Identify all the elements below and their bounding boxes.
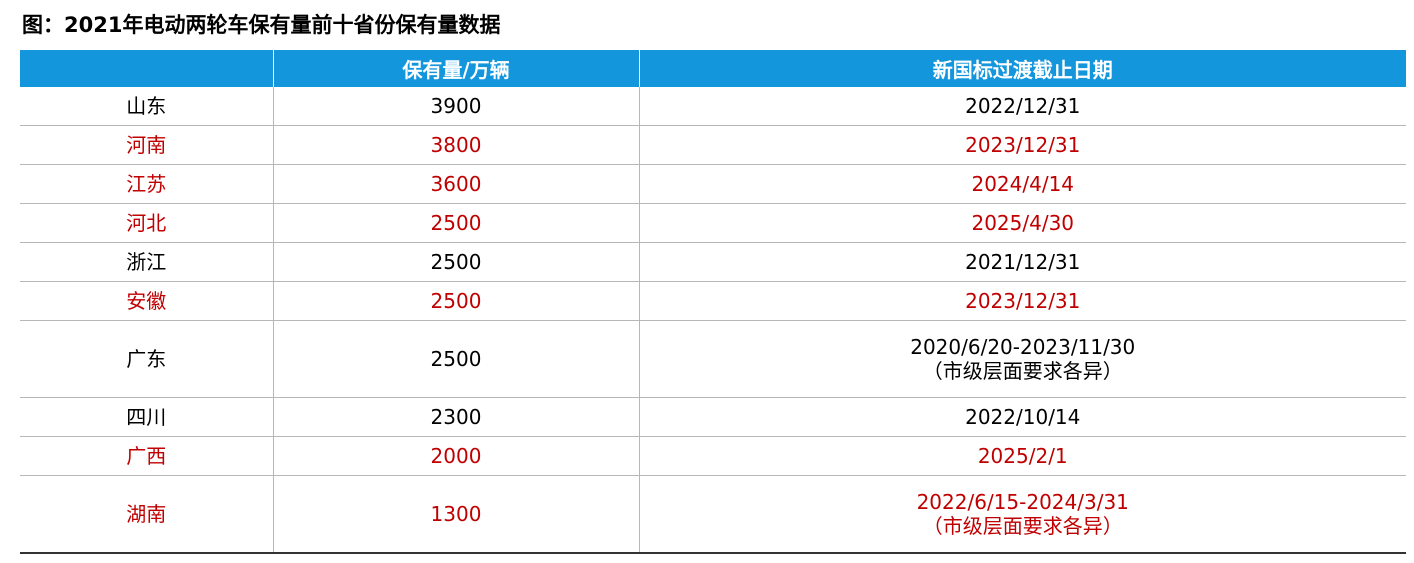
deadline-text: 2025/4/30 <box>971 211 1075 235</box>
province-cell: 安徽 <box>20 281 273 321</box>
table-row: 安徽 2500 2023/12/31 <box>20 281 1406 321</box>
deadline-cell: 2022/12/31 <box>638 87 1406 126</box>
province-cell: 浙江 <box>20 242 273 282</box>
deadline-cell: 2022/6/15-2024/3/31 （市级层面要求各异） <box>638 475 1406 554</box>
count-cell: 1300 <box>272 475 639 554</box>
province-cell: 河南 <box>20 125 273 165</box>
count-cell: 3900 <box>272 87 639 126</box>
table-row: 河南 3800 2023/12/31 <box>20 125 1406 165</box>
deadline-text: 2022/10/14 <box>965 405 1081 429</box>
deadline-text: 2024/4/14 <box>971 172 1075 196</box>
province-cell: 四川 <box>20 397 273 437</box>
province-cell: 江苏 <box>20 164 273 204</box>
deadline-note: （市级层面要求各异） <box>922 514 1123 538</box>
deadline-cell: 2024/4/14 <box>638 164 1406 204</box>
deadline-text: 2021/12/31 <box>965 250 1081 274</box>
deadline-cell: 2023/12/31 <box>638 125 1406 165</box>
count-cell: 3800 <box>272 125 639 165</box>
deadline-cell: 2021/12/31 <box>638 242 1406 282</box>
table-row: 四川 2300 2022/10/14 <box>20 397 1406 437</box>
deadline-text: 2025/2/1 <box>977 444 1068 468</box>
header-count: 保有量/万辆 <box>272 50 639 87</box>
deadline-text: 2022/6/15-2024/3/31 <box>916 490 1129 514</box>
table-row: 广西 2000 2025/2/1 <box>20 436 1406 476</box>
count-cell: 3600 <box>272 164 639 204</box>
header-deadline: 新国标过渡截止日期 <box>638 50 1406 87</box>
deadline-cell: 2023/12/31 <box>638 281 1406 321</box>
count-cell: 2000 <box>272 436 639 476</box>
table-row: 浙江 2500 2021/12/31 <box>20 242 1406 282</box>
deadline-cell: 2020/6/20-2023/11/30 （市级层面要求各异） <box>638 320 1406 398</box>
province-cell: 河北 <box>20 203 273 243</box>
deadline-text: 2023/12/31 <box>965 289 1081 313</box>
province-cell: 湖南 <box>20 475 273 554</box>
deadline-text: 2022/12/31 <box>965 94 1081 118</box>
table-header-row: 保有量/万辆 新国标过渡截止日期 <box>20 50 1406 87</box>
count-cell: 2500 <box>272 242 639 282</box>
header-province <box>20 50 273 87</box>
figure-title: 图：2021年电动两轮车保有量前十省份保有量数据 <box>22 13 501 37</box>
deadline-text: 2023/12/31 <box>965 133 1081 157</box>
province-cell: 山东 <box>20 87 273 126</box>
deadline-cell: 2022/10/14 <box>638 397 1406 437</box>
table-row: 山东 3900 2022/12/31 <box>20 87 1406 126</box>
province-table: 保有量/万辆 新国标过渡截止日期 山东 3900 2022/12/31 河南 3… <box>20 50 1406 554</box>
table-row: 河北 2500 2025/4/30 <box>20 203 1406 243</box>
deadline-cell: 2025/4/30 <box>638 203 1406 243</box>
table-row: 广东 2500 2020/6/20-2023/11/30 （市级层面要求各异） <box>20 320 1406 398</box>
province-cell: 广东 <box>20 320 273 398</box>
table-row: 江苏 3600 2024/4/14 <box>20 164 1406 204</box>
count-cell: 2500 <box>272 320 639 398</box>
deadline-cell: 2025/2/1 <box>638 436 1406 476</box>
province-cell: 广西 <box>20 436 273 476</box>
count-cell: 2300 <box>272 397 639 437</box>
deadline-note: （市级层面要求各异） <box>922 359 1123 383</box>
deadline-text: 2020/6/20-2023/11/30 <box>910 335 1136 359</box>
count-cell: 2500 <box>272 281 639 321</box>
count-cell: 2500 <box>272 203 639 243</box>
table-row: 湖南 1300 2022/6/15-2024/3/31 （市级层面要求各异） <box>20 475 1406 554</box>
